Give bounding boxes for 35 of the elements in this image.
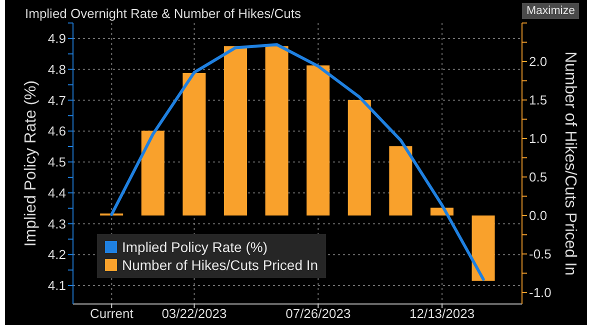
y2-tick-label: 2.0 — [529, 54, 548, 70]
legend-label: Implied Policy Rate (%) — [122, 239, 268, 255]
legend-label: Number of Hikes/Cuts Priced In — [122, 257, 318, 273]
y-tick-label: 4.5 — [48, 154, 66, 170]
bar — [265, 46, 288, 216]
x-tick-label: 03/22/2023 — [162, 306, 227, 322]
y2-axis-title: Number of Hikes/Cuts Priced In — [562, 51, 578, 276]
y-tick-label: 4.3 — [48, 216, 66, 232]
y-tick-label: 4.9 — [48, 31, 66, 46]
y2-tick-label: 1.5 — [529, 92, 548, 108]
y-axis-title: Implied Policy Rate (%) — [22, 80, 40, 247]
bar — [348, 100, 371, 216]
bar — [306, 65, 330, 216]
bar — [224, 46, 247, 216]
y2-tick-label: 1.0 — [529, 131, 548, 146]
maximize-button: Maximize — [522, 3, 579, 19]
bar — [141, 130, 164, 216]
x-tick-label: Current — [90, 306, 134, 322]
x-tick-label: 12/13/2023 — [410, 306, 475, 322]
y-tick-label: 4.1 — [48, 278, 66, 294]
y2-tick-label: -0.5 — [529, 246, 552, 262]
chart-title: Implied Overnight Rate & Number of Hikes/Cuts — [25, 6, 301, 22]
y-tick-label: 4.4 — [48, 185, 66, 200]
y-tick-label: 4.2 — [48, 247, 66, 262]
x-tick-label: 07/26/2023 — [286, 306, 351, 322]
bar — [389, 146, 412, 216]
bar — [182, 73, 206, 216]
y2-tick-label: -1.0 — [529, 285, 552, 300]
y-tick-label: 4.6 — [48, 124, 66, 139]
line-series — [110, 43, 485, 281]
bar — [472, 215, 495, 281]
y-tick-label: 4.7 — [48, 92, 66, 108]
y-tick-label: 4.8 — [48, 62, 66, 77]
y2-tick-label: 0.0 — [529, 208, 548, 224]
y2-tick-label: 0.5 — [529, 170, 548, 185]
